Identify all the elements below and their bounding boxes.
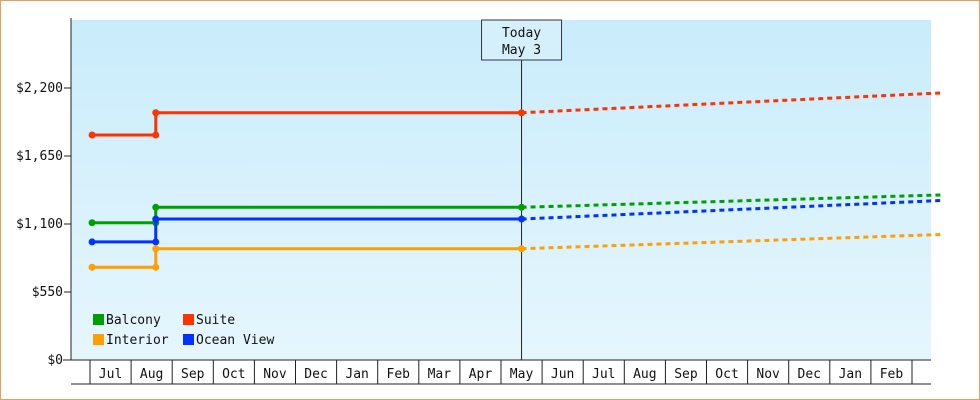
data-point-suite	[152, 109, 160, 117]
month-label: Oct	[222, 367, 245, 382]
y-tick-label: $550	[32, 285, 63, 300]
data-point-ocean-view	[152, 238, 160, 246]
month-label: Feb	[880, 367, 904, 382]
data-point-interior	[88, 263, 96, 271]
month-label: Aug	[140, 367, 163, 382]
data-point-interior	[152, 245, 160, 253]
legend: Balcony Suite Interior Ocean View	[93, 313, 274, 348]
data-point-balcony	[518, 203, 526, 211]
month-label: Dec	[304, 367, 327, 382]
month-label: Mar	[428, 367, 452, 382]
legend-label: Interior	[106, 333, 169, 348]
data-point-interior	[152, 263, 160, 271]
data-point-suite	[518, 109, 526, 117]
today-marker: Today May 3	[481, 19, 563, 360]
month-label: Nov	[756, 367, 780, 382]
data-point-balcony	[88, 219, 96, 227]
month-label: Jul	[592, 367, 615, 382]
today-date-label: May 3	[502, 43, 541, 58]
series-forecast-ocean-view	[521, 199, 941, 221]
series-line-balcony	[92, 205, 522, 225]
y-tick-label: $0	[47, 353, 63, 368]
series-forecast-balcony	[521, 193, 941, 209]
series-line-suite	[92, 111, 522, 137]
month-label: Jan	[345, 367, 368, 382]
series-line-interior	[92, 247, 522, 269]
today-box	[481, 19, 563, 61]
y-tick-label: $1,650	[16, 149, 63, 164]
data-point-ocean-view	[518, 215, 526, 223]
series-line-ocean-view	[92, 217, 522, 244]
month-label: Dec	[798, 367, 821, 382]
legend-swatch	[183, 314, 194, 325]
data-point-suite	[152, 131, 160, 139]
month-label: Jan	[839, 367, 862, 382]
data-point-ocean-view	[152, 215, 160, 223]
month-label: Sep	[674, 367, 698, 382]
month-label: Nov	[263, 367, 287, 382]
plot-area	[71, 20, 931, 360]
data-point-suite	[88, 131, 96, 139]
month-label: Aug	[633, 367, 656, 382]
legend-label: Ocean View	[196, 333, 274, 348]
legend-swatch	[93, 314, 104, 325]
data-point-balcony	[152, 203, 160, 211]
month-label: Jun	[551, 367, 574, 382]
legend-swatch	[183, 334, 194, 345]
legend-label: Suite	[196, 313, 235, 328]
data-point-interior	[518, 245, 526, 253]
legend-swatch	[93, 334, 104, 345]
y-tick-label: $2,200	[16, 81, 63, 96]
series-forecast-interior	[521, 233, 941, 251]
month-label: Apr	[469, 367, 493, 382]
month-label: Oct	[715, 367, 738, 382]
today-label: Today	[502, 26, 541, 41]
month-label: Feb	[387, 367, 411, 382]
series-forecast-suite	[521, 91, 941, 115]
month-label: May	[510, 367, 534, 382]
axes: $0 $550 $1,100 $1,650 $2,200 Jul Aug Sep Oct Nov D…	[16, 18, 931, 385]
month-label: Jul	[99, 367, 122, 382]
data-point-ocean-view	[88, 238, 96, 246]
month-label: Sep	[181, 367, 205, 382]
legend-label: Balcony	[106, 313, 161, 328]
y-tick-label: $1,100	[16, 217, 63, 232]
series-lines	[88, 91, 941, 271]
